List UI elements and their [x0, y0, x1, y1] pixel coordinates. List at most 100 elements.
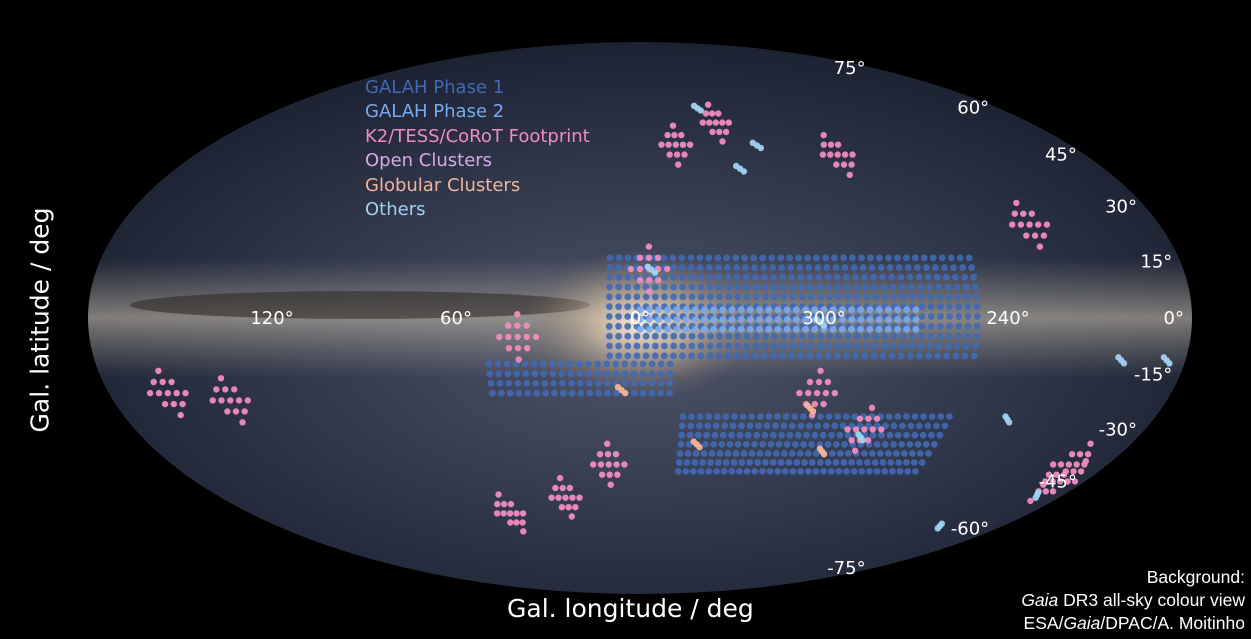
- survey-field-point: [973, 303, 981, 311]
- survey-field-point: [880, 342, 888, 350]
- survey-field-point: [789, 422, 796, 430]
- survey-field-point: [861, 426, 868, 433]
- survey-field-point: [746, 459, 754, 466]
- survey-field-point: [780, 332, 788, 340]
- survey-field-point: [796, 389, 803, 397]
- survey-field-point: [523, 380, 531, 387]
- survey-field-point: [926, 283, 933, 291]
- survey-field-point: [691, 459, 699, 466]
- survey-field-point: [706, 273, 714, 281]
- y-axis-label: Gal. latitude / deg: [25, 207, 55, 433]
- survey-field-point: [700, 325, 708, 333]
- survey-field-point: [774, 325, 782, 333]
- survey-field-point: [964, 332, 971, 340]
- survey-field-point: [971, 283, 979, 291]
- survey-field-point: [567, 370, 575, 378]
- survey-field-point: [686, 141, 694, 148]
- survey-field-point: [715, 110, 722, 117]
- survey-field-point: [849, 254, 856, 262]
- survey-field-point: [742, 264, 749, 271]
- survey-field-point: [907, 422, 915, 430]
- survey-field-point: [705, 254, 713, 262]
- survey-field-point: [767, 441, 775, 448]
- survey-field-point: [673, 151, 681, 158]
- survey-field-point: [1115, 354, 1122, 361]
- survey-field-point: [829, 316, 837, 323]
- survey-field-point: [1076, 451, 1084, 458]
- survey-field-point: [761, 273, 768, 281]
- survey-field-point: [890, 332, 898, 340]
- credit-text: DR3 all-sky colour view: [1058, 590, 1245, 610]
- survey-field-point: [606, 254, 614, 262]
- survey-field-point: [730, 459, 738, 466]
- survey-field-point: [744, 431, 752, 439]
- survey-field-point: [907, 352, 914, 360]
- survey-field-point: [822, 254, 829, 262]
- survey-field-point: [866, 316, 874, 323]
- survey-field-point: [585, 370, 593, 378]
- survey-field-point: [959, 264, 966, 271]
- survey-field-point: [715, 342, 723, 350]
- survey-field-point: [834, 352, 841, 360]
- survey-field-point: [906, 273, 914, 281]
- survey-field-point: [946, 322, 953, 330]
- survey-field-point: [779, 283, 787, 291]
- survey-field-point: [670, 342, 677, 350]
- survey-field-point: [687, 254, 695, 262]
- survey-field-point: [679, 283, 687, 291]
- survey-field-point: [703, 431, 710, 439]
- survey-field-point: [671, 131, 678, 139]
- survey-field-point: [928, 431, 935, 439]
- survey-field-point: [489, 389, 496, 397]
- survey-field-point: [963, 293, 971, 301]
- survey-field-point: [1028, 210, 1036, 217]
- survey-field-point: [924, 422, 932, 430]
- survey-field-point: [881, 468, 889, 475]
- tick-label: 120°: [250, 308, 293, 329]
- survey-field-point: [970, 273, 977, 281]
- survey-field-point: [533, 389, 541, 397]
- survey-field-point: [633, 283, 641, 291]
- survey-field-point: [664, 306, 671, 314]
- survey-field-point: [759, 254, 767, 262]
- survey-field-point: [645, 277, 653, 284]
- survey-field-point: [724, 450, 732, 457]
- survey-field-point: [789, 283, 796, 291]
- survey-field-point: [885, 316, 892, 323]
- survey-field-point: [899, 293, 907, 301]
- tick-label: 0°: [1164, 308, 1184, 329]
- survey-field-point: [612, 360, 620, 368]
- survey-field-point: [825, 413, 833, 420]
- survey-field-point: [678, 131, 685, 139]
- survey-field-point: [838, 306, 846, 314]
- survey-field-point: [173, 389, 180, 397]
- survey-field-point: [594, 360, 602, 368]
- survey-field-point: [955, 322, 963, 330]
- survey-field-point: [710, 325, 717, 333]
- survey-field-point: [780, 342, 787, 350]
- credit-gaia: Gaia: [1021, 590, 1059, 610]
- survey-field-point: [711, 431, 719, 439]
- survey-field-point: [898, 283, 906, 291]
- survey-field-point: [811, 306, 819, 314]
- survey-field-point: [729, 422, 737, 430]
- survey-field-point: [1073, 461, 1080, 468]
- survey-field-point: [813, 254, 820, 262]
- survey-field-point: [682, 306, 690, 314]
- survey-field-point: [890, 293, 898, 301]
- survey-field-point: [887, 459, 895, 466]
- survey-field-point: [604, 451, 612, 458]
- survey-field-point: [669, 254, 677, 262]
- survey-field-point: [899, 342, 906, 350]
- survey-field-point: [651, 352, 659, 360]
- survey-field-point: [873, 415, 881, 422]
- survey-field-point: [734, 441, 742, 448]
- survey-field-point: [827, 141, 835, 148]
- survey-field-point: [831, 389, 838, 397]
- survey-field-point: [615, 264, 623, 271]
- survey-field-point: [893, 450, 900, 457]
- survey-field-point: [666, 370, 674, 378]
- survey-field-point: [670, 283, 677, 291]
- survey-field-point: [797, 468, 804, 475]
- survey-field-point: [765, 316, 773, 323]
